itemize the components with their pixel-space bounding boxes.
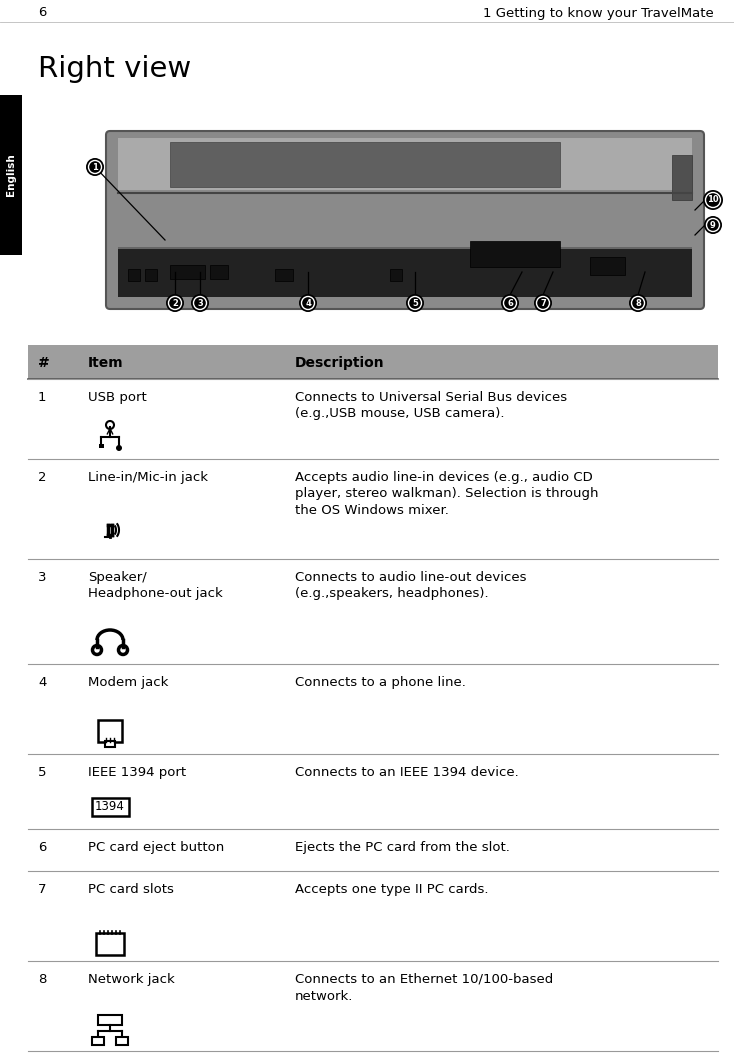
Text: 9: 9 <box>710 220 716 230</box>
Text: Connects to a phone line.: Connects to a phone line. <box>295 676 466 689</box>
Text: Accepts one type II PC cards.: Accepts one type II PC cards. <box>295 883 489 896</box>
Text: 1: 1 <box>38 391 46 404</box>
Text: PC card slots: PC card slots <box>88 883 174 896</box>
Text: 1: 1 <box>92 162 98 172</box>
Bar <box>145 269 157 281</box>
Bar <box>210 265 228 279</box>
Circle shape <box>191 294 209 312</box>
Circle shape <box>534 294 552 312</box>
Text: 2: 2 <box>38 471 46 484</box>
Circle shape <box>704 216 722 234</box>
Bar <box>99 444 104 448</box>
Text: 4: 4 <box>305 299 311 307</box>
Bar <box>105 741 115 747</box>
Text: 6: 6 <box>507 299 513 307</box>
Text: Description: Description <box>295 356 385 370</box>
Bar <box>170 142 560 187</box>
Text: 3: 3 <box>197 299 203 307</box>
Circle shape <box>406 294 424 312</box>
Text: English: English <box>6 154 16 196</box>
Text: 6: 6 <box>38 841 46 854</box>
Text: Ejects the PC card from the slot.: Ejects the PC card from the slot. <box>295 841 510 854</box>
Bar <box>672 155 692 200</box>
Bar <box>116 1037 128 1045</box>
Bar <box>275 269 293 281</box>
Circle shape <box>501 294 519 312</box>
Text: #: # <box>38 356 50 370</box>
Bar <box>390 269 402 281</box>
Bar <box>170 265 205 279</box>
Bar <box>28 344 718 379</box>
Circle shape <box>299 294 317 312</box>
Bar <box>118 247 692 295</box>
Bar <box>92 1037 104 1045</box>
Text: 5: 5 <box>38 766 46 779</box>
Text: Accepts audio line-in devices (e.g., audio CD
player, stereo walkman). Selection: Accepts audio line-in devices (e.g., aud… <box>295 471 598 517</box>
Bar <box>0 95 22 255</box>
Bar <box>118 249 692 297</box>
Text: 8: 8 <box>635 299 641 307</box>
Text: Connects to audio line-out devices
(e.g.,speakers, headphones).: Connects to audio line-out devices (e.g.… <box>295 571 526 601</box>
Text: 4: 4 <box>38 676 46 689</box>
Text: IEEE 1394 port: IEEE 1394 port <box>88 766 186 779</box>
Bar <box>470 241 560 267</box>
Text: Line-in/Mic-in jack: Line-in/Mic-in jack <box>88 471 208 484</box>
Text: 1 Getting to know your TravelMate: 1 Getting to know your TravelMate <box>483 6 714 19</box>
Circle shape <box>629 294 647 312</box>
Text: 7: 7 <box>540 299 546 307</box>
Circle shape <box>116 445 122 450</box>
Text: 8: 8 <box>38 973 46 986</box>
Bar <box>96 933 124 955</box>
Text: 3: 3 <box>38 571 46 584</box>
Bar <box>98 1015 122 1025</box>
Bar <box>98 720 122 742</box>
Text: Right view: Right view <box>38 55 192 83</box>
Text: Connects to an Ethernet 10/100-based
network.: Connects to an Ethernet 10/100-based net… <box>295 973 553 1003</box>
Circle shape <box>703 190 723 210</box>
Text: 6: 6 <box>38 6 46 19</box>
Bar <box>128 269 140 281</box>
Bar <box>590 257 625 275</box>
Text: 7: 7 <box>38 883 46 896</box>
Text: Network jack: Network jack <box>88 973 175 986</box>
FancyBboxPatch shape <box>106 131 704 310</box>
Text: Speaker/
Headphone-out jack: Speaker/ Headphone-out jack <box>88 571 222 600</box>
Text: Connects to an IEEE 1394 device.: Connects to an IEEE 1394 device. <box>295 766 519 779</box>
FancyBboxPatch shape <box>92 797 128 815</box>
Text: 2: 2 <box>172 299 178 307</box>
Circle shape <box>166 294 184 312</box>
Text: PC card eject button: PC card eject button <box>88 841 225 854</box>
Text: Modem jack: Modem jack <box>88 676 168 689</box>
Text: Item: Item <box>88 356 123 370</box>
Bar <box>118 138 692 190</box>
Text: 5: 5 <box>412 299 418 307</box>
Text: 10: 10 <box>707 195 719 205</box>
Text: USB port: USB port <box>88 391 147 404</box>
Text: Connects to Universal Serial Bus devices
(e.g.,USB mouse, USB camera).: Connects to Universal Serial Bus devices… <box>295 391 567 421</box>
Text: 1394: 1394 <box>95 800 125 813</box>
Circle shape <box>86 158 104 176</box>
